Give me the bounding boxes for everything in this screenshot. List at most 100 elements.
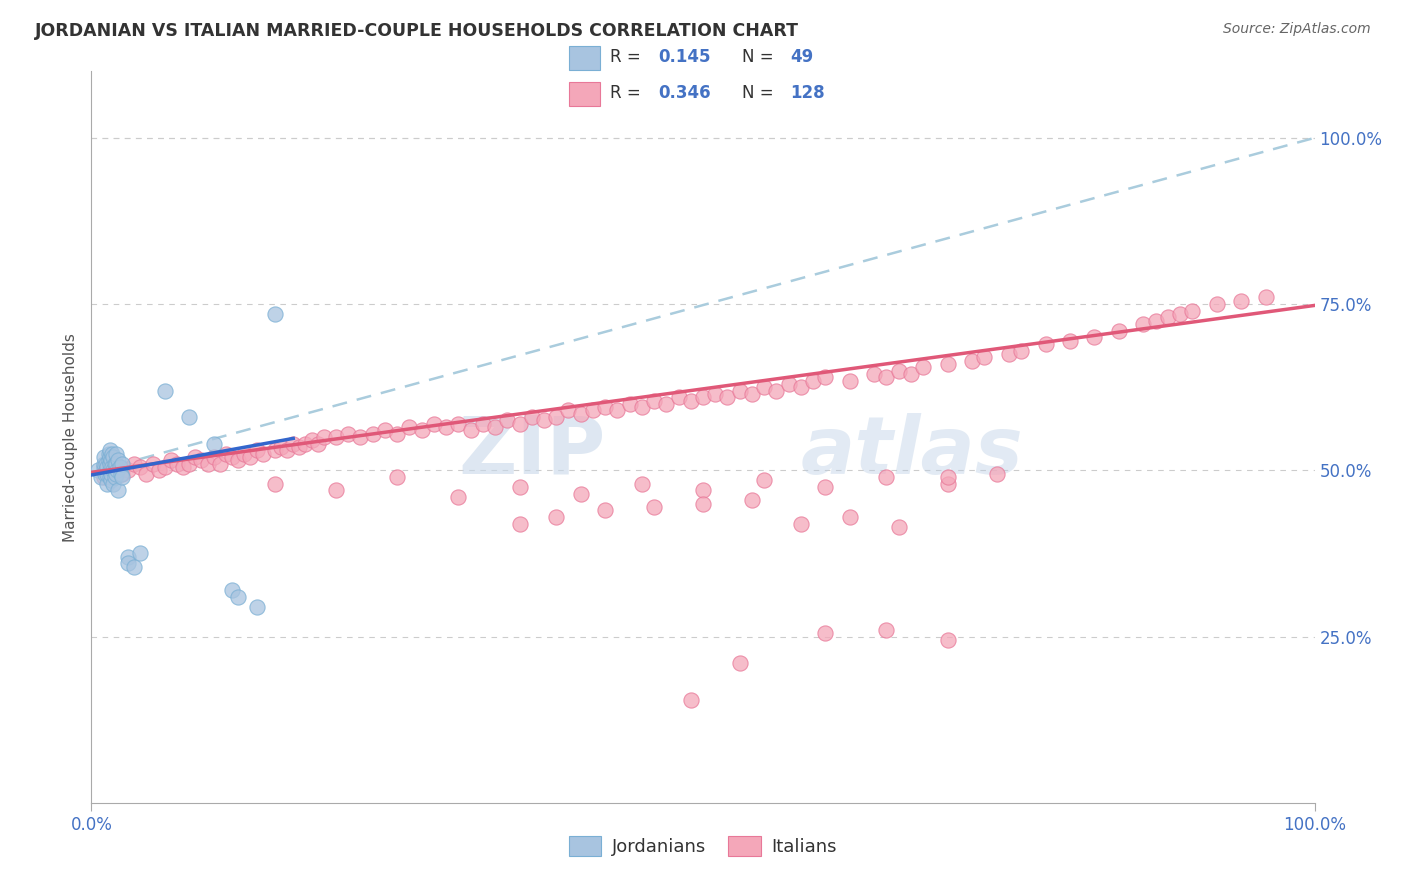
Point [546, 509, 568, 524]
Point [936, 476, 959, 491]
Point [790, 380, 813, 394]
Point [104, 467, 127, 481]
Point [307, 436, 329, 450]
Point [875, 623, 898, 637]
Text: atlas: atlas [801, 413, 1024, 491]
Point [107, 483, 129, 498]
Point [110, 467, 132, 481]
Point [90, 470, 112, 484]
Point [569, 407, 592, 421]
Point [814, 626, 837, 640]
Point [104, 457, 127, 471]
Point [447, 490, 470, 504]
Point [655, 397, 678, 411]
Point [98, 457, 121, 471]
Point [141, 457, 163, 471]
Text: Source: ZipAtlas.com: Source: ZipAtlas.com [1223, 22, 1371, 37]
Point [509, 480, 531, 494]
Point [1168, 307, 1191, 321]
Point [129, 546, 152, 560]
Point [122, 559, 145, 574]
Point [179, 410, 201, 425]
Point [93, 457, 115, 471]
Point [97, 447, 120, 461]
Point [160, 453, 183, 467]
Point [423, 417, 446, 431]
Text: 128: 128 [790, 84, 824, 102]
Point [790, 516, 813, 531]
Point [179, 457, 201, 471]
Point [105, 463, 128, 477]
Point [184, 450, 207, 464]
Point [838, 509, 860, 524]
Point [104, 447, 127, 461]
Point [1010, 343, 1032, 358]
Point [100, 473, 122, 487]
Point [233, 447, 256, 461]
Point [86, 463, 108, 477]
Point [101, 460, 124, 475]
Point [288, 440, 311, 454]
Point [1083, 330, 1105, 344]
Point [741, 387, 763, 401]
Point [692, 390, 714, 404]
Point [325, 483, 347, 498]
Point [100, 467, 122, 481]
Point [96, 460, 118, 475]
Point [98, 470, 121, 484]
Point [801, 374, 824, 388]
Point [679, 692, 702, 706]
Point [546, 410, 568, 425]
Point [93, 460, 115, 475]
Text: N =: N = [742, 84, 779, 102]
Point [104, 460, 127, 475]
Text: R =: R = [610, 84, 647, 102]
Point [148, 463, 170, 477]
Point [264, 443, 287, 458]
Point [986, 467, 1008, 481]
Point [631, 476, 654, 491]
Point [496, 413, 519, 427]
Text: ZIP: ZIP [458, 413, 605, 491]
Point [447, 417, 470, 431]
Point [103, 450, 125, 464]
Bar [568, 45, 599, 70]
Point [814, 480, 837, 494]
Point [1035, 337, 1057, 351]
Point [153, 384, 176, 398]
Point [94, 457, 117, 471]
Point [887, 363, 910, 377]
Point [716, 390, 738, 404]
Point [202, 436, 225, 450]
Point [593, 503, 616, 517]
Point [190, 453, 212, 467]
Point [631, 400, 654, 414]
Point [1181, 303, 1204, 318]
Point [863, 367, 886, 381]
Point [361, 426, 384, 441]
Point [912, 360, 935, 375]
Point [520, 410, 543, 425]
Point [1205, 297, 1227, 311]
Point [100, 453, 122, 467]
Point [471, 417, 494, 431]
Point [111, 457, 134, 471]
Text: 49: 49 [790, 48, 813, 66]
Point [1230, 293, 1253, 308]
Point [754, 473, 776, 487]
Point [875, 370, 898, 384]
Point [398, 420, 420, 434]
Point [245, 599, 267, 614]
Point [117, 549, 139, 564]
Legend: Jordanians, Italians: Jordanians, Italians [562, 829, 844, 863]
Point [692, 497, 714, 511]
Point [936, 357, 959, 371]
Point [1132, 317, 1154, 331]
Point [754, 380, 776, 394]
Bar [568, 81, 599, 106]
Point [643, 393, 665, 408]
Point [509, 417, 531, 431]
Point [96, 467, 118, 481]
Point [668, 390, 690, 404]
Point [294, 436, 316, 450]
